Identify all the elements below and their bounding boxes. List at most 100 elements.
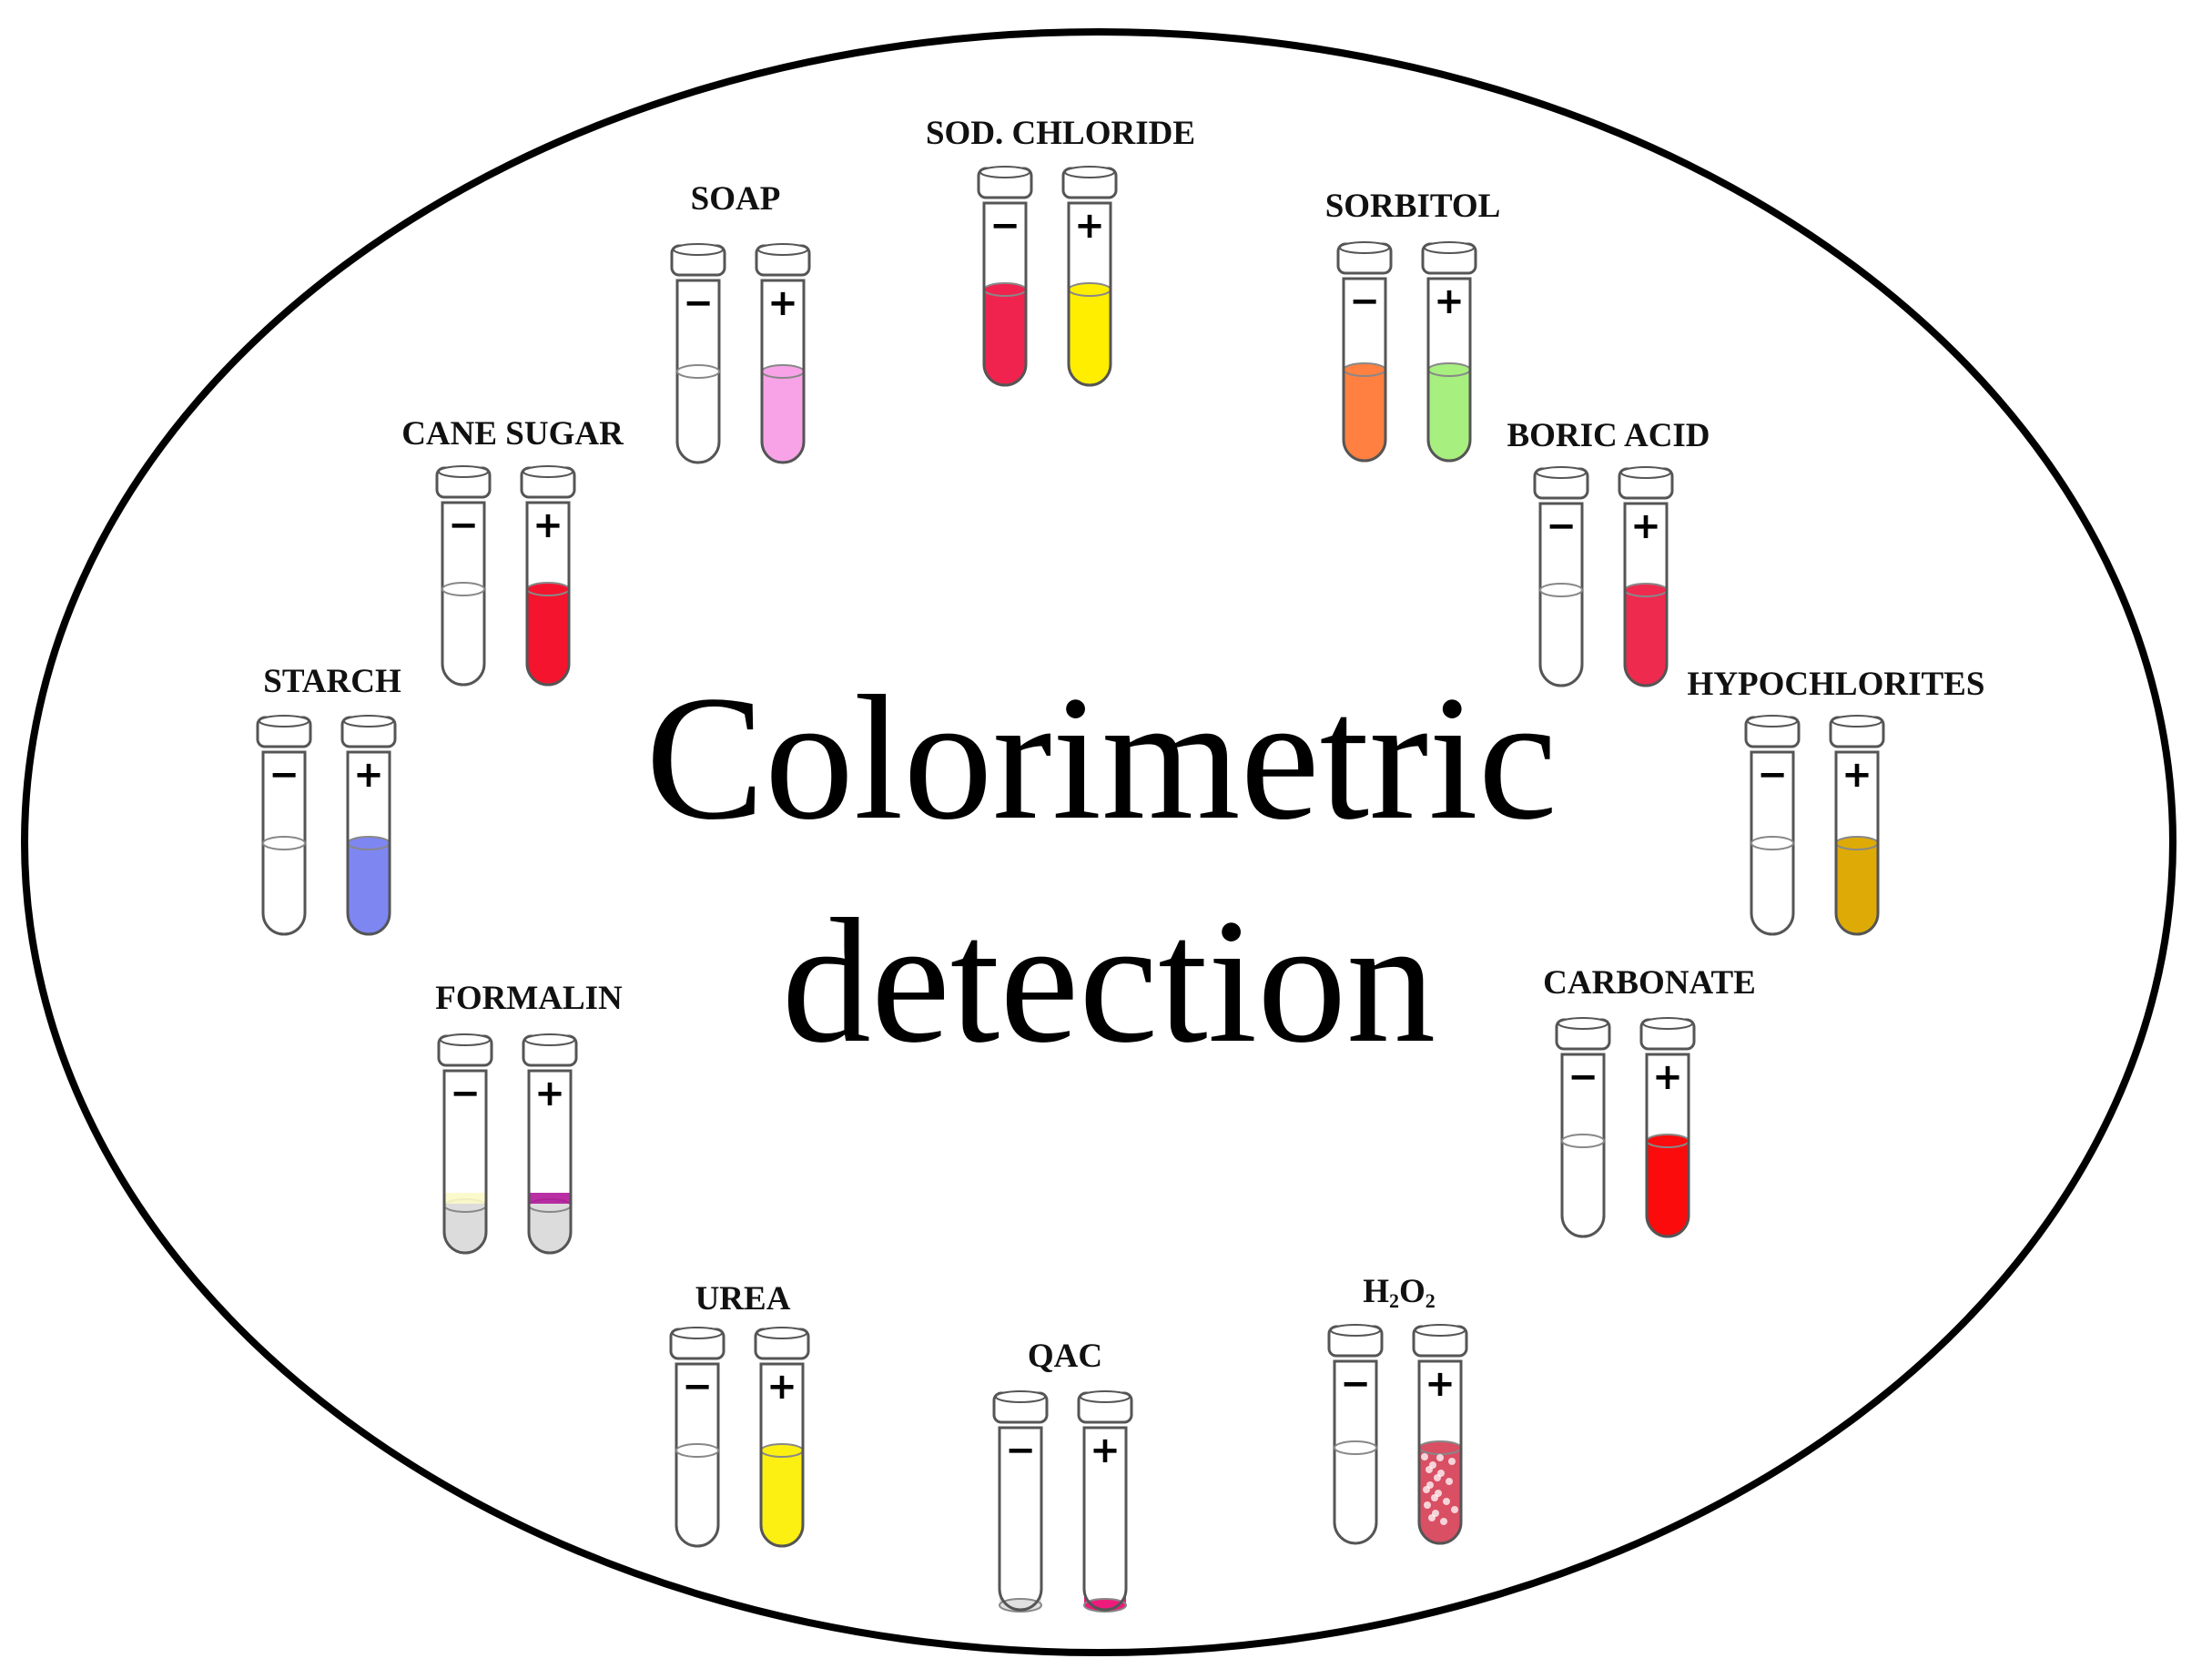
sorbitol-negative-liquid <box>1344 370 1385 461</box>
boric-acid-positive-glass <box>1623 502 1669 687</box>
formalin-positive-sign: + <box>534 1073 565 1114</box>
boric-acid-negative-glass <box>1538 502 1584 687</box>
cane-sugar-negative-sign: − <box>448 504 479 546</box>
qac-positive-sign: + <box>1090 1430 1121 1471</box>
sorbitol-positive-liquid <box>1428 370 1470 461</box>
title-line-1: Colorimetric <box>645 659 1558 857</box>
h2o2-positive-speckle <box>1431 1494 1438 1501</box>
hypochlorites-positive-meniscus <box>1835 836 1879 850</box>
soap-negative-cap-top <box>673 243 724 256</box>
test-qac: − + <box>992 1390 1133 1613</box>
soap-positive-cap-top <box>757 243 808 256</box>
carbonate-positive-liquid <box>1647 1141 1689 1236</box>
cane-sugar-negative-cap-top <box>438 465 489 478</box>
carbonate-negative-meniscus <box>1561 1134 1605 1148</box>
cane-sugar-positive-glass <box>525 501 571 687</box>
cane-sugar-positive-liquid <box>527 589 569 685</box>
soap-positive-meniscus <box>761 364 805 379</box>
cane-sugar-positive-sign: + <box>533 504 563 546</box>
starch-negative-cap-top <box>259 715 309 728</box>
test-sod-chloride: − + <box>977 166 1118 387</box>
label-h2o2-label-main: H <box>1363 1273 1389 1310</box>
h2o2-positive-sign: + <box>1425 1363 1456 1405</box>
h2o2-positive-speckle <box>1451 1506 1458 1513</box>
soap-positive-tube: + <box>755 243 811 464</box>
formalin-negative-ring <box>444 1193 486 1204</box>
urea-positive-sign: + <box>766 1366 797 1408</box>
sod-chloride-positive-sign: + <box>1074 205 1105 247</box>
cane-sugar-positive-tube: + <box>520 465 576 687</box>
carbonate-positive-tube: + <box>1639 1017 1696 1238</box>
qac-positive-tube: + <box>1077 1390 1133 1613</box>
formalin-negative-tube: − <box>437 1033 493 1255</box>
carbonate-positive-meniscus <box>1646 1134 1689 1148</box>
formalin-positive-tube: + <box>522 1033 578 1255</box>
urea-positive-liquid <box>761 1450 803 1546</box>
soap-negative-sign: − <box>683 282 714 324</box>
starch-negative-meniscus <box>262 836 306 850</box>
h2o2-positive-speckle <box>1423 1486 1430 1493</box>
starch-negative-tube: − <box>256 715 312 936</box>
soap-negative-glass <box>675 279 721 464</box>
sod-chloride-positive-glass <box>1067 201 1112 387</box>
boric-acid-positive-sign: + <box>1630 505 1661 547</box>
qac-negative-sign: − <box>1005 1430 1036 1471</box>
soap-positive-liquid <box>762 371 804 463</box>
h2o2-positive-speckle <box>1443 1498 1450 1505</box>
soap-positive-sign: + <box>767 282 798 324</box>
hypochlorites-positive-liquid <box>1836 843 1878 934</box>
label-sod-chloride: SOD. CHLORIDE <box>925 115 1196 152</box>
sod-chloride-negative-glass <box>982 201 1028 387</box>
cane-sugar-positive-meniscus <box>526 582 570 596</box>
test-soap: − + <box>670 243 811 464</box>
label-h2o2-label-mid: O <box>1399 1273 1426 1310</box>
sorbitol-negative-sign: − <box>1349 280 1380 322</box>
test-urea: − + <box>669 1327 810 1548</box>
urea-positive-meniscus <box>760 1443 804 1458</box>
boric-acid-positive-liquid <box>1625 590 1667 686</box>
cane-sugar-negative-tube: − <box>435 465 492 687</box>
sorbitol-negative-tube: − <box>1336 241 1393 463</box>
label-formalin: FORMALIN <box>435 980 623 1017</box>
label-qac: QAC <box>1027 1338 1103 1375</box>
qac-positive-glass <box>1082 1426 1128 1612</box>
starch-negative-glass <box>261 750 307 936</box>
test-cane-sugar: − + <box>435 465 576 687</box>
sod-chloride-negative-sign: − <box>989 205 1020 247</box>
hypochlorites-negative-glass <box>1750 750 1795 936</box>
h2o2-positive-meniscus <box>1418 1440 1462 1455</box>
sorbitol-negative-glass <box>1342 277 1387 463</box>
sorbitol-positive-tube: + <box>1421 241 1477 463</box>
boric-acid-negative-cap-top <box>1536 466 1587 479</box>
sod-chloride-negative-liquid <box>984 290 1026 385</box>
test-boric-acid: − + <box>1533 466 1674 687</box>
boric-acid-negative-meniscus <box>1539 583 1583 597</box>
h2o2-positive-glass <box>1417 1359 1463 1545</box>
sod-chloride-negative-cap-top <box>979 166 1030 178</box>
soap-negative-meniscus <box>676 364 720 379</box>
h2o2-positive-speckle <box>1426 1466 1433 1473</box>
boric-acid-positive-cap-top <box>1620 466 1671 479</box>
sod-chloride-positive-meniscus <box>1068 282 1111 297</box>
test-starch: − + <box>256 715 397 936</box>
carbonate-negative-tube: − <box>1555 1017 1611 1238</box>
carbonate-negative-sign: − <box>1568 1056 1598 1098</box>
qac-positive-cap-top <box>1080 1390 1131 1403</box>
starch-positive-cap-top <box>343 715 394 728</box>
formalin-positive-ring <box>529 1193 571 1204</box>
test-carbonate: − + <box>1555 1017 1696 1238</box>
hypochlorites-positive-cap-top <box>1831 715 1882 728</box>
hypochlorites-positive-tube: + <box>1829 715 1885 936</box>
title-line-2: detection <box>781 882 1436 1080</box>
formalin-positive-glass <box>527 1069 573 1255</box>
sod-chloride-negative-tube: − <box>977 166 1033 387</box>
hypochlorites-negative-sign: − <box>1757 754 1788 796</box>
urea-negative-tube: − <box>669 1327 725 1548</box>
carbonate-negative-cap-top <box>1558 1017 1608 1030</box>
sorbitol-negative-meniscus <box>1343 362 1386 377</box>
soap-positive-glass <box>760 279 806 464</box>
hypochlorites-negative-cap-top <box>1747 715 1798 728</box>
